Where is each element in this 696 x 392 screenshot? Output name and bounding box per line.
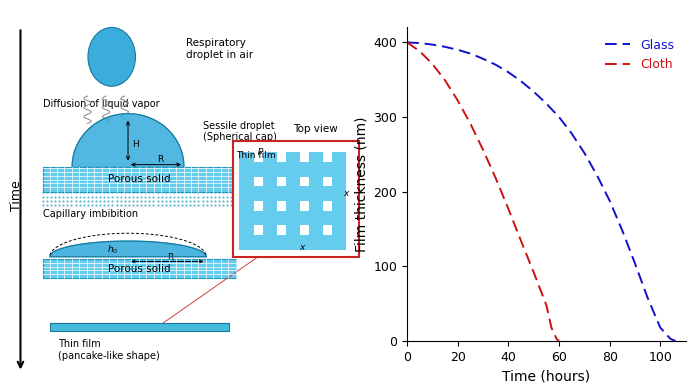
FancyBboxPatch shape bbox=[323, 152, 332, 162]
Text: p: p bbox=[257, 146, 263, 155]
FancyBboxPatch shape bbox=[309, 152, 323, 250]
Y-axis label: Film thickness (nm): Film thickness (nm) bbox=[354, 116, 368, 252]
FancyBboxPatch shape bbox=[277, 201, 285, 211]
Polygon shape bbox=[50, 241, 206, 257]
Text: Sessile droplet
(Spherical cap): Sessile droplet (Spherical cap) bbox=[203, 120, 277, 142]
FancyBboxPatch shape bbox=[239, 211, 332, 225]
FancyBboxPatch shape bbox=[253, 201, 262, 211]
FancyBboxPatch shape bbox=[300, 152, 309, 162]
FancyBboxPatch shape bbox=[239, 235, 332, 250]
FancyBboxPatch shape bbox=[300, 225, 309, 235]
FancyBboxPatch shape bbox=[262, 152, 277, 250]
FancyBboxPatch shape bbox=[253, 152, 262, 162]
FancyBboxPatch shape bbox=[277, 152, 285, 162]
Text: $h_0$: $h_0$ bbox=[107, 243, 119, 256]
FancyBboxPatch shape bbox=[323, 225, 332, 235]
Legend: Glass, Cloth: Glass, Cloth bbox=[601, 34, 679, 76]
FancyBboxPatch shape bbox=[323, 177, 332, 186]
FancyBboxPatch shape bbox=[43, 259, 237, 278]
Text: Top view: Top view bbox=[292, 124, 338, 134]
FancyBboxPatch shape bbox=[300, 177, 309, 186]
Text: Respiratory
droplet in air: Respiratory droplet in air bbox=[187, 38, 253, 60]
Text: R: R bbox=[157, 155, 164, 164]
Text: Porous solid: Porous solid bbox=[109, 263, 171, 274]
FancyBboxPatch shape bbox=[285, 152, 300, 250]
FancyBboxPatch shape bbox=[277, 177, 285, 186]
FancyBboxPatch shape bbox=[239, 152, 253, 250]
Text: Capillary imbibition: Capillary imbibition bbox=[43, 209, 138, 219]
X-axis label: Time (hours): Time (hours) bbox=[503, 369, 590, 383]
Polygon shape bbox=[72, 114, 184, 167]
FancyBboxPatch shape bbox=[43, 167, 237, 192]
Text: x: x bbox=[344, 189, 349, 198]
Text: Thin film: Thin film bbox=[237, 151, 276, 160]
Text: R: R bbox=[167, 253, 173, 262]
FancyBboxPatch shape bbox=[323, 201, 332, 211]
FancyBboxPatch shape bbox=[239, 186, 332, 201]
Text: Diffusion of liquid vapor: Diffusion of liquid vapor bbox=[43, 99, 159, 109]
FancyBboxPatch shape bbox=[332, 152, 346, 250]
FancyBboxPatch shape bbox=[253, 177, 262, 186]
Text: H: H bbox=[132, 140, 139, 149]
Text: Thin film
(pancake-like shape): Thin film (pancake-like shape) bbox=[58, 339, 159, 361]
FancyBboxPatch shape bbox=[277, 225, 285, 235]
FancyBboxPatch shape bbox=[253, 225, 262, 235]
FancyBboxPatch shape bbox=[50, 323, 229, 331]
FancyBboxPatch shape bbox=[300, 201, 309, 211]
Text: Time: Time bbox=[10, 181, 22, 211]
Text: x: x bbox=[300, 243, 305, 252]
Ellipse shape bbox=[88, 27, 136, 86]
FancyBboxPatch shape bbox=[239, 162, 332, 177]
FancyBboxPatch shape bbox=[232, 141, 359, 257]
Text: Porous solid: Porous solid bbox=[109, 174, 171, 184]
